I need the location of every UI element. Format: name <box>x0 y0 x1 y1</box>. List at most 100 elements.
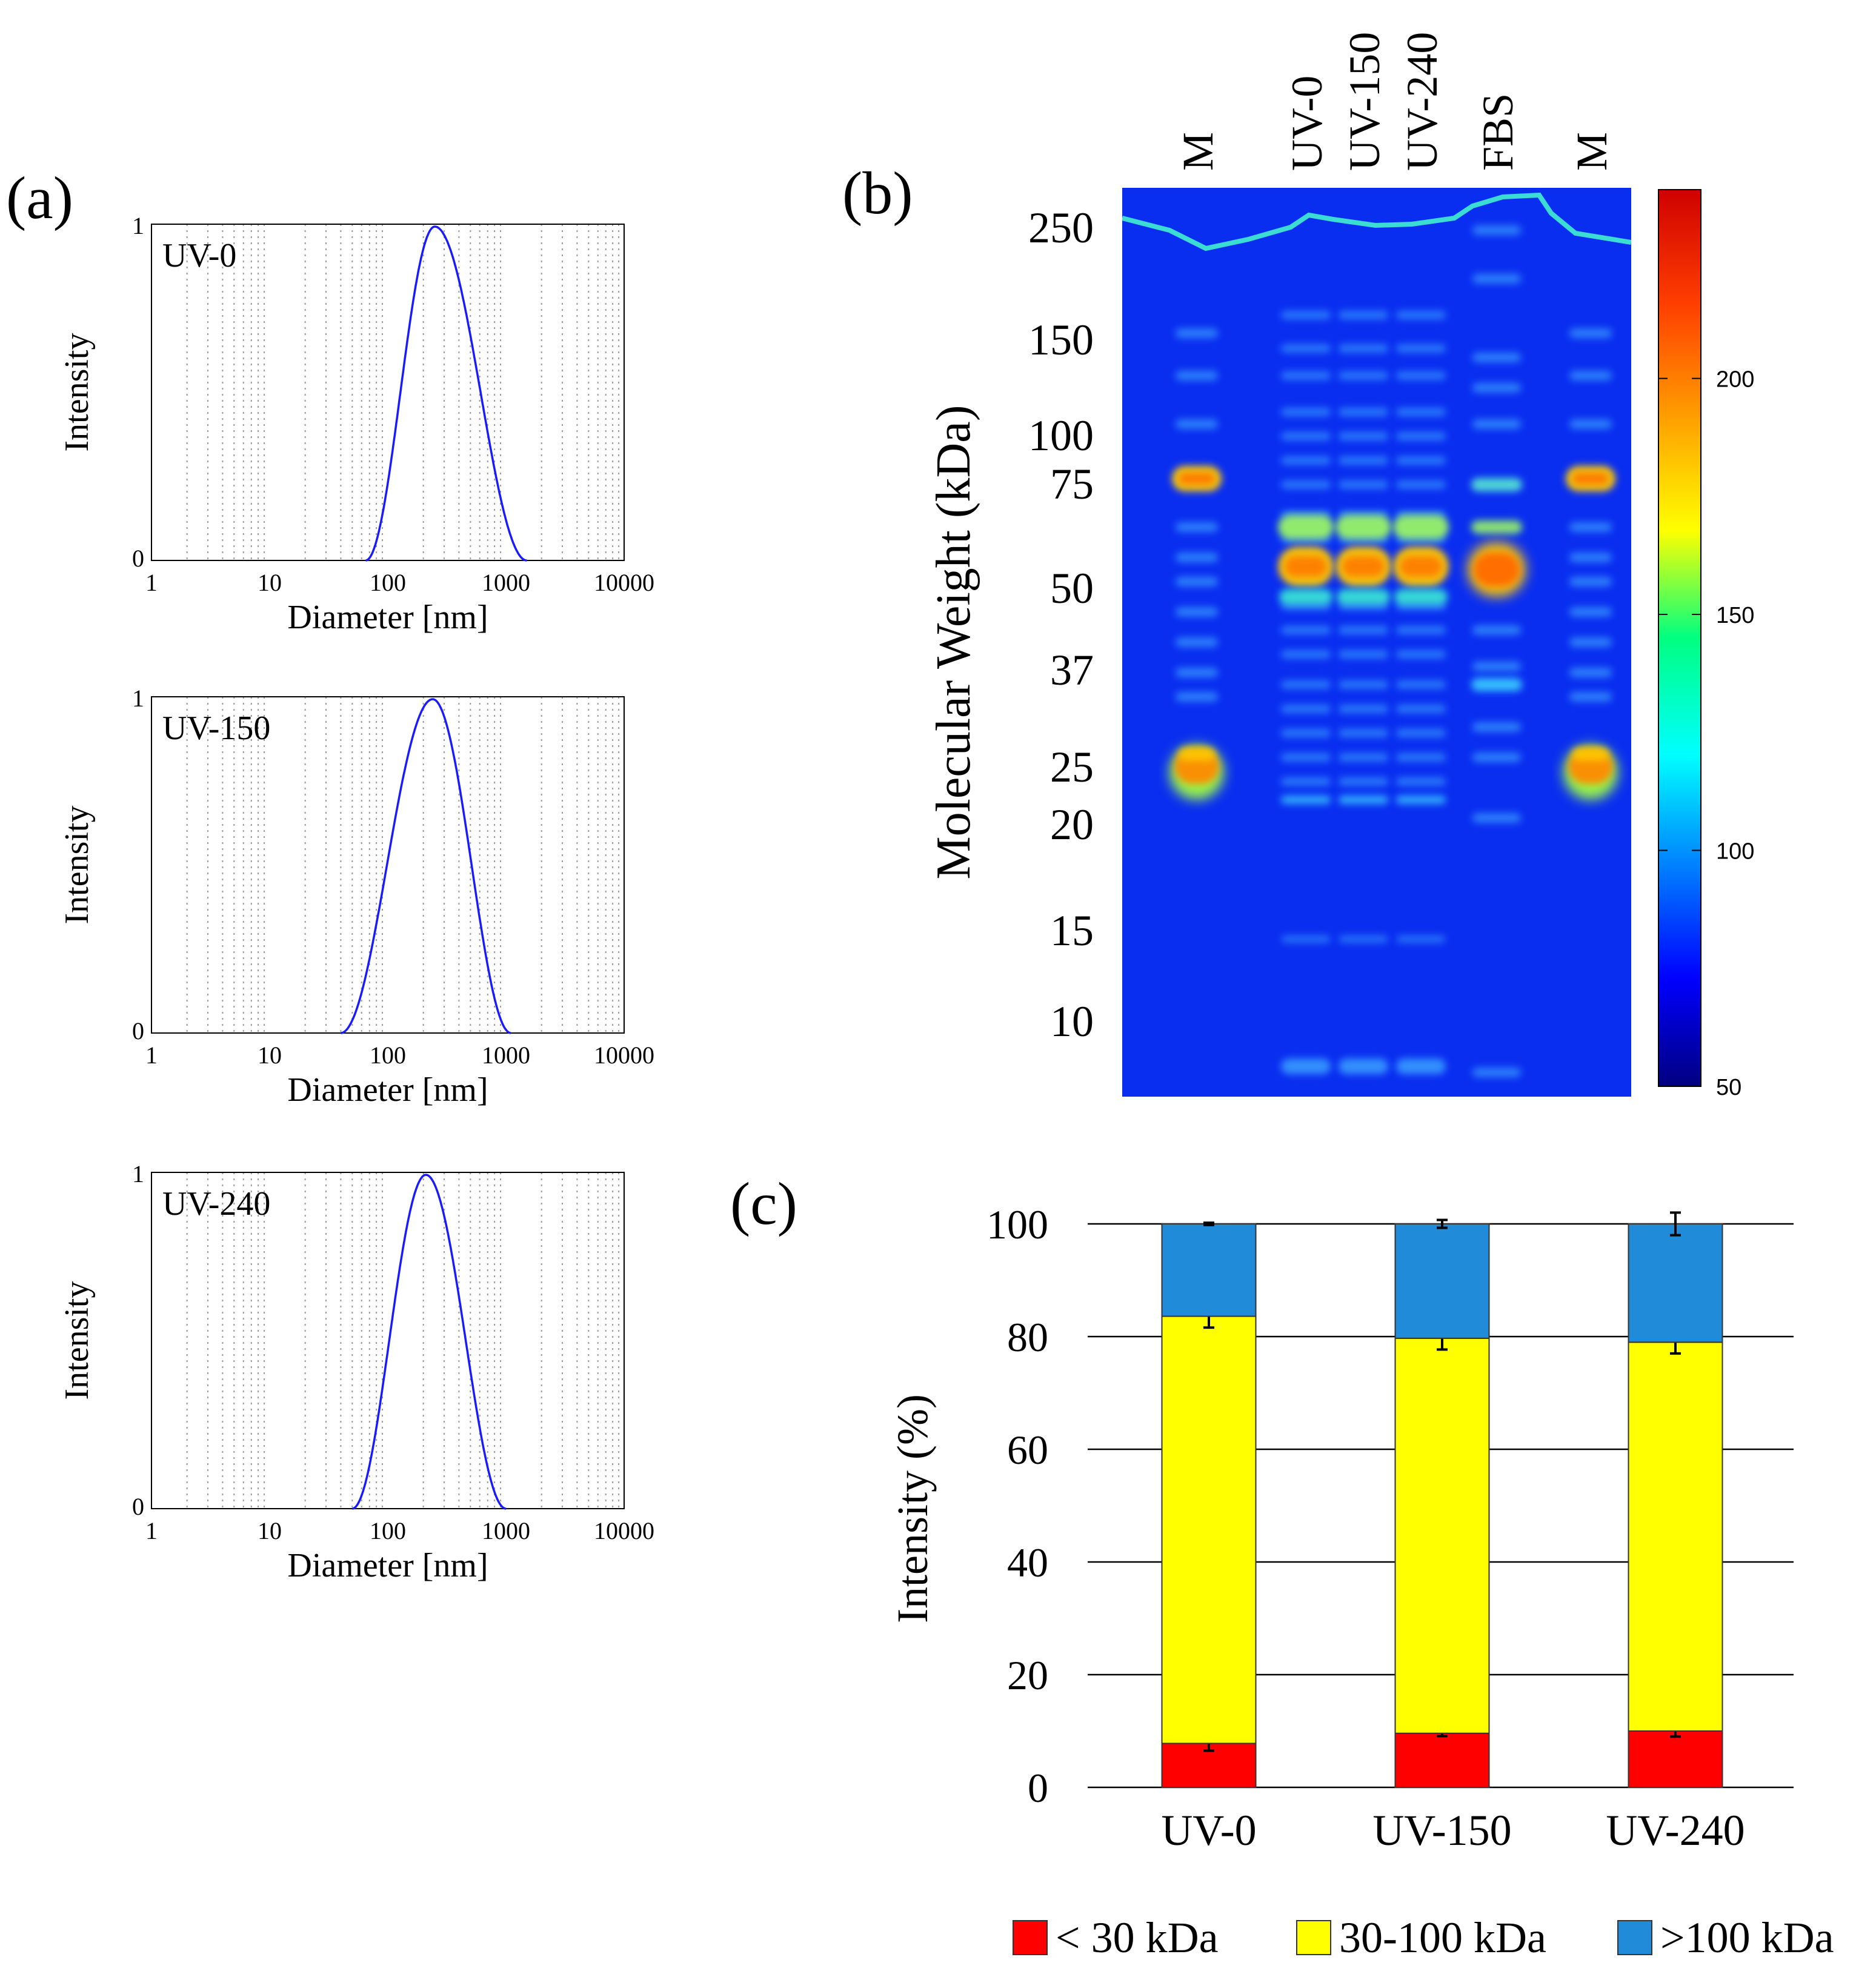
gel-band <box>1339 480 1388 489</box>
gel-band <box>1176 668 1218 677</box>
dls-ytick-label: 0 <box>132 1493 144 1520</box>
gel-band <box>1339 456 1388 465</box>
gel-band <box>1569 668 1612 677</box>
gel-band <box>1176 692 1218 702</box>
gel-band <box>1176 577 1218 586</box>
gel-band <box>1176 607 1218 617</box>
gel-band <box>1393 515 1449 539</box>
bar-segment <box>1628 1341 1723 1732</box>
bar-category-label: UV-150 <box>1372 1806 1511 1855</box>
gel-band <box>1472 662 1521 671</box>
dls-xtick-label: 10000 <box>594 1517 654 1544</box>
gel-band <box>1339 408 1388 416</box>
legend: < 30 kDa 30-100 kDa >100 kDa <box>1013 1913 1834 1962</box>
gel-band <box>1396 311 1446 319</box>
bar-ytick-label: 100 <box>986 1201 1048 1248</box>
dls-xtick-label: 10 <box>258 569 282 596</box>
dls-ytick-label: 0 <box>132 545 144 572</box>
gel-band <box>1281 1058 1331 1074</box>
gel-band <box>1396 705 1446 713</box>
dls-ytick-label: 1 <box>132 685 144 712</box>
gel-band <box>1339 650 1388 659</box>
gel-band <box>1339 432 1388 440</box>
bar-segment <box>1161 1315 1257 1744</box>
dls-xtick-label: 1 <box>145 569 158 596</box>
bar-segment <box>1394 1337 1490 1734</box>
gel-band <box>1176 522 1218 532</box>
gel-band <box>1396 1058 1446 1074</box>
gel-band <box>1281 311 1331 319</box>
gel-band <box>1281 371 1331 380</box>
gel-band <box>1394 589 1448 605</box>
gel-band <box>1179 748 1215 761</box>
gel-mw-tick: 75 <box>1050 460 1094 508</box>
bar-ytick-label: 60 <box>1007 1427 1048 1473</box>
colorbar-tick-label: 100 <box>1716 839 1754 865</box>
gel-band <box>1279 589 1332 605</box>
bar-ytick-label: 40 <box>1007 1540 1048 1586</box>
gel-band <box>1337 589 1390 605</box>
gel-band <box>1472 625 1521 635</box>
gel-mw-tick: 37 <box>1050 646 1094 694</box>
colorbar-tick-label: 50 <box>1716 1075 1741 1100</box>
dls-y-axis-label: Intensity <box>58 806 96 925</box>
dls-x-axis-label: Diameter [nm] <box>287 1071 488 1109</box>
gel-band <box>1396 408 1446 416</box>
gel-band <box>1176 371 1218 380</box>
gel-band <box>1396 626 1446 634</box>
dls-ytick-label: 1 <box>132 1160 144 1188</box>
dls-xtick-label: 100 <box>370 1517 406 1544</box>
legend-label: 30-100 kDa <box>1339 1913 1546 1962</box>
gel-band <box>1281 344 1331 353</box>
dls-sample-label: UV-240 <box>162 1185 270 1223</box>
gel-band <box>1472 1068 1521 1077</box>
bar-segment <box>1394 1223 1490 1339</box>
gel-mw-tick: 10 <box>1050 997 1094 1046</box>
gel-lane-label: FBS <box>1474 93 1522 171</box>
gel-band <box>1569 692 1612 702</box>
dls-xtick-label: 1 <box>145 1042 158 1069</box>
dls-ytick-label: 0 <box>132 1017 144 1045</box>
dls-grid <box>186 697 620 1033</box>
gel-band <box>1339 705 1388 713</box>
gel-band <box>1471 478 1522 491</box>
dls-xtick-label: 10000 <box>594 1042 654 1069</box>
dls-plot-frame <box>151 224 625 561</box>
gel-mw-tick: 15 <box>1050 906 1094 955</box>
bar-y-axis-label: Intensity (%) <box>888 1394 937 1623</box>
gel-band <box>1281 456 1331 465</box>
dls-y-axis-label: Intensity <box>58 1281 96 1400</box>
colorbar-ticks: 200 150 100 50 <box>1658 367 1754 1100</box>
gel-band <box>1339 1058 1388 1074</box>
gel-band <box>1339 935 1388 943</box>
dls-xtick-label: 100 <box>370 1042 406 1069</box>
gel-band <box>1396 344 1446 353</box>
gel-band <box>1278 515 1334 539</box>
bar-ytick-label: 20 <box>1007 1652 1048 1698</box>
dls-curve <box>352 1174 507 1510</box>
gel-band <box>1396 650 1446 659</box>
dls-curve <box>341 698 511 1034</box>
gel-band <box>1472 813 1521 823</box>
legend-swatch <box>1296 1920 1331 1955</box>
gel-mw-tick: 150 <box>1028 316 1094 364</box>
gel-bands <box>1122 192 1631 1077</box>
colorbar-tick-label: 150 <box>1716 603 1754 628</box>
gel-band <box>1335 515 1391 539</box>
gel-band <box>1281 650 1331 659</box>
dls-sample-label: UV-150 <box>162 709 270 747</box>
gel-band <box>1572 748 1609 761</box>
gel-band <box>1281 729 1331 737</box>
gel-band <box>1396 796 1446 804</box>
gel-band <box>1281 680 1331 689</box>
bar-segment <box>1161 1223 1257 1317</box>
gel-band <box>1281 480 1331 489</box>
gel-band <box>1396 753 1446 762</box>
gel-mw-tick: 100 <box>1028 411 1094 460</box>
gel-band <box>1471 520 1522 534</box>
dls-y-axis-label: Intensity <box>58 333 96 452</box>
gel-band <box>1285 556 1327 577</box>
